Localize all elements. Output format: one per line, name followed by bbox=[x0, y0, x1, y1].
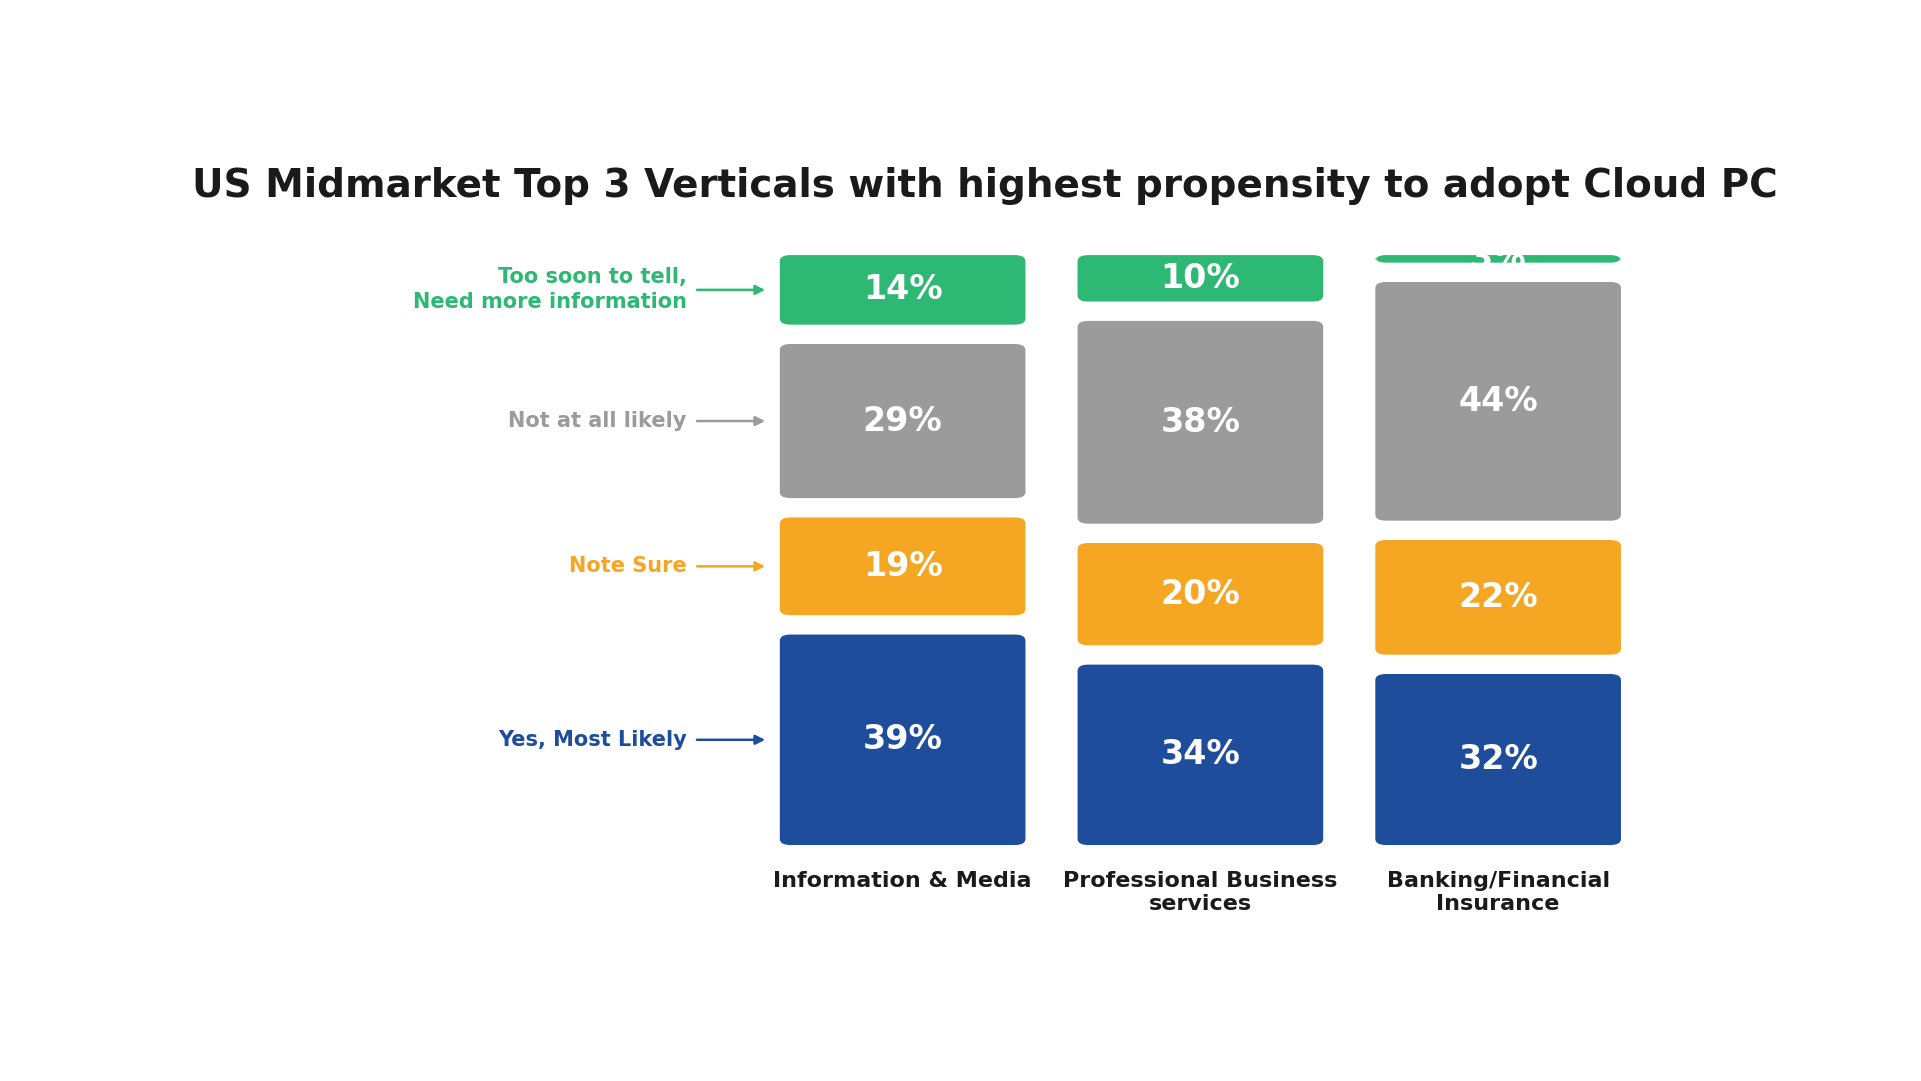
Text: US Midmarket Top 3 Verticals with highest propensity to adopt Cloud PC: US Midmarket Top 3 Verticals with highes… bbox=[192, 168, 1777, 205]
Text: 3%: 3% bbox=[1470, 242, 1527, 276]
Text: 34%: 34% bbox=[1160, 738, 1241, 772]
Text: Yes, Most Likely: Yes, Most Likely bbox=[498, 730, 688, 750]
Text: 39%: 39% bbox=[863, 723, 943, 757]
Text: 44%: 44% bbox=[1458, 385, 1539, 418]
Text: Not at all likely: Not at all likely bbox=[509, 411, 688, 431]
FancyBboxPatch shape bbox=[780, 344, 1026, 498]
Text: Note Sure: Note Sure bbox=[569, 557, 688, 576]
FancyBboxPatch shape bbox=[780, 518, 1026, 615]
FancyBboxPatch shape bbox=[1078, 665, 1324, 845]
Text: 14%: 14% bbox=[863, 273, 943, 306]
FancyBboxPatch shape bbox=[1375, 282, 1621, 521]
FancyBboxPatch shape bbox=[780, 255, 1026, 324]
Text: 22%: 22% bbox=[1458, 580, 1539, 614]
FancyBboxPatch shape bbox=[1078, 321, 1324, 523]
FancyBboxPatch shape bbox=[1375, 540, 1621, 655]
Text: 19%: 19% bbox=[863, 550, 943, 583]
Text: 29%: 29% bbox=[863, 404, 943, 438]
Text: 20%: 20% bbox=[1160, 577, 1241, 611]
Text: 10%: 10% bbox=[1160, 262, 1241, 295]
Text: 38%: 38% bbox=[1160, 405, 1241, 439]
Text: Too soon to tell,
Need more information: Too soon to tell, Need more information bbox=[413, 267, 688, 312]
Text: Banking/Financial
Insurance: Banking/Financial Insurance bbox=[1387, 870, 1610, 913]
Text: Professional Business
services: Professional Business services bbox=[1062, 870, 1337, 913]
Text: 32%: 32% bbox=[1458, 743, 1539, 776]
Text: Information & Media: Information & Media bbox=[774, 870, 1032, 891]
FancyBboxPatch shape bbox=[1078, 255, 1324, 302]
FancyBboxPatch shape bbox=[1375, 675, 1621, 845]
FancyBboxPatch shape bbox=[780, 635, 1026, 845]
FancyBboxPatch shape bbox=[1078, 543, 1324, 645]
FancyBboxPatch shape bbox=[1375, 255, 1621, 263]
